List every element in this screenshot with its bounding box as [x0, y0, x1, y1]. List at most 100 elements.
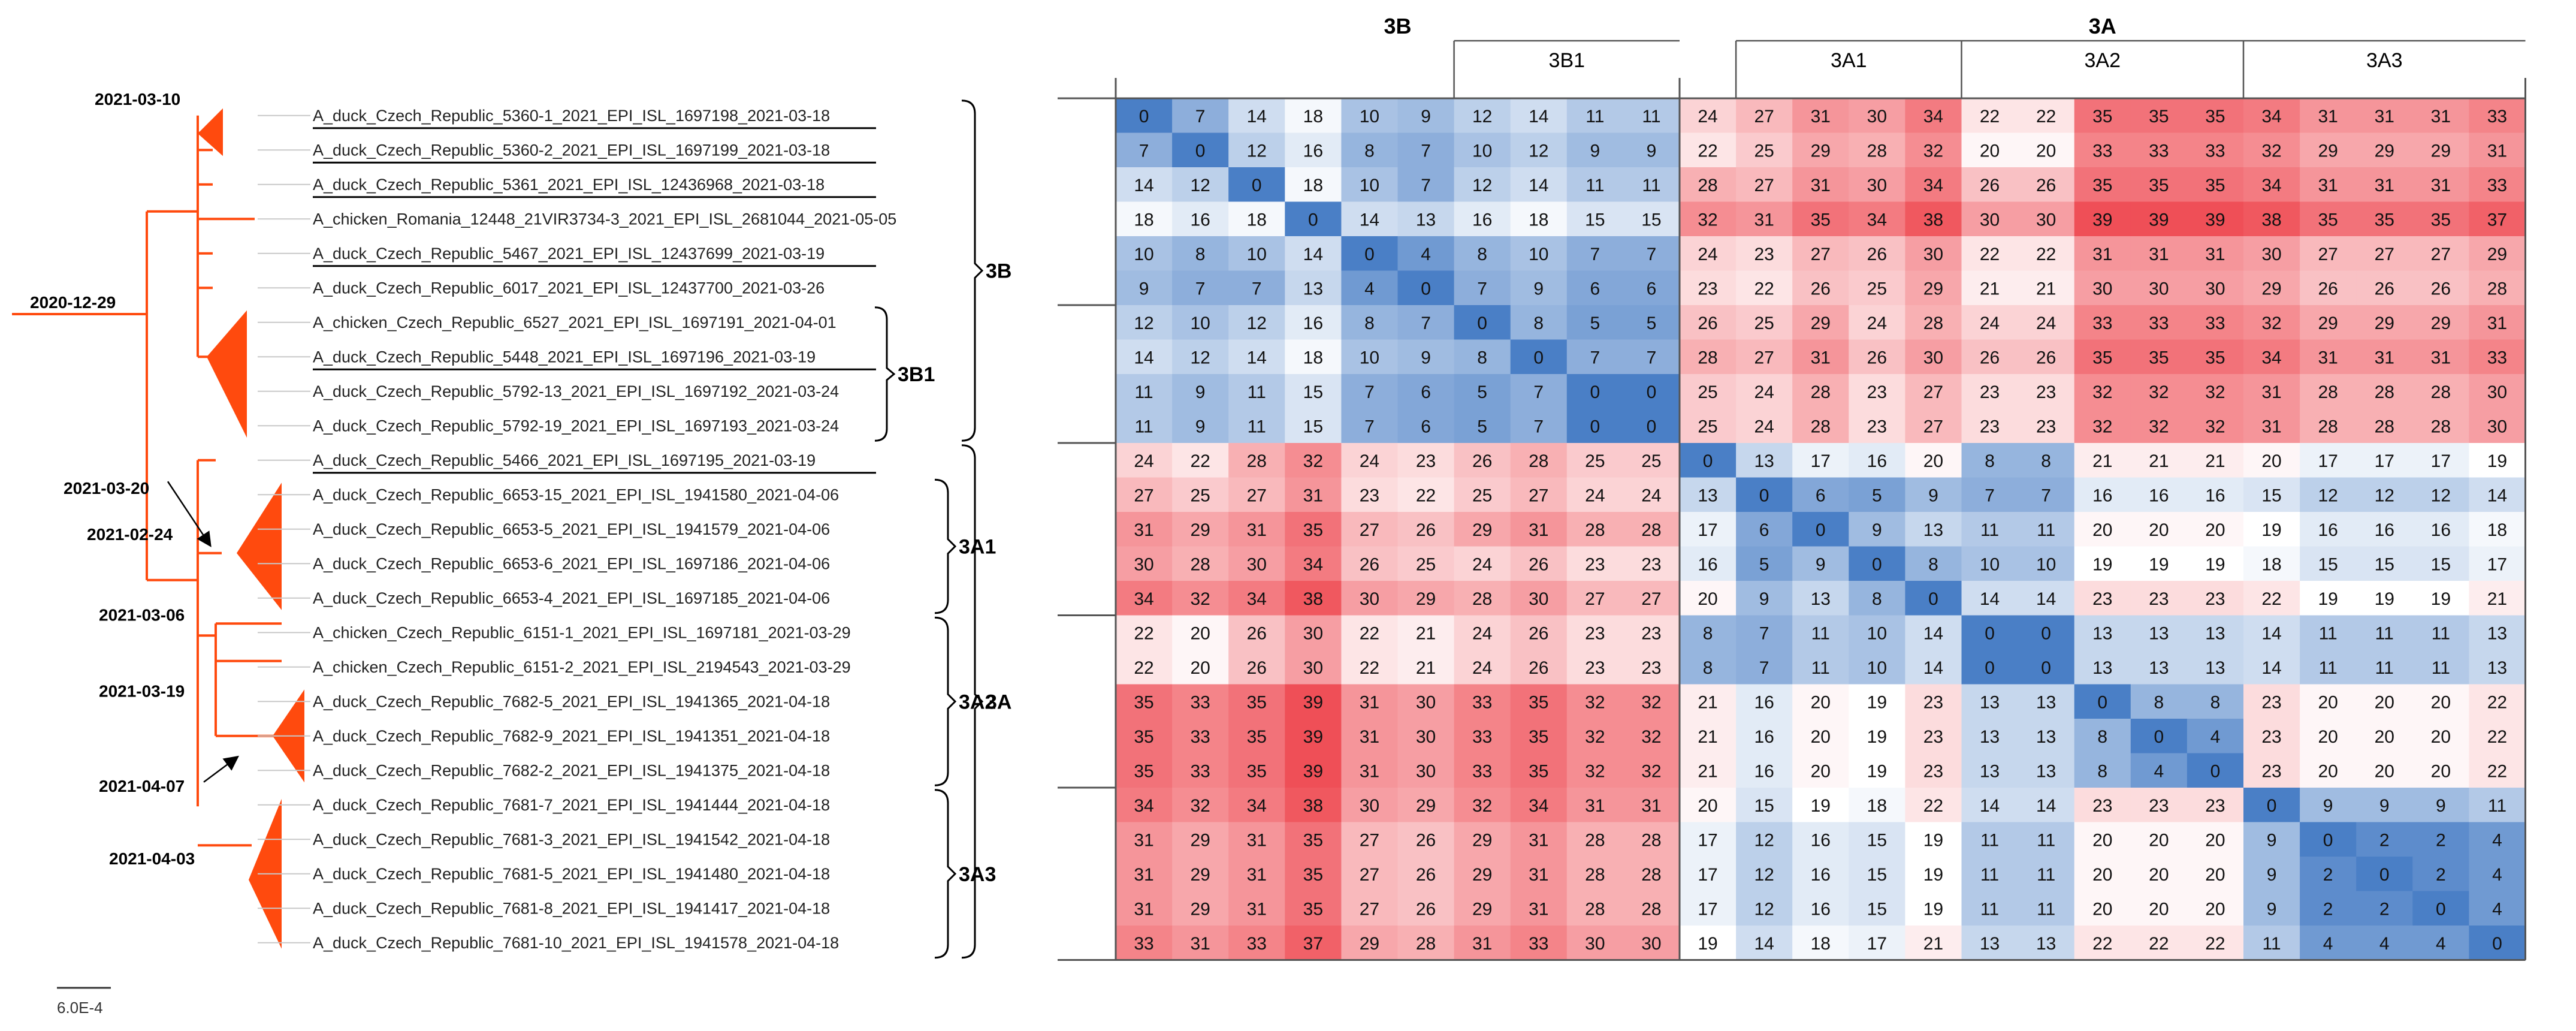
node-date-7682: 2021-04-07 [99, 777, 185, 795]
matrix-cell [1454, 788, 1511, 822]
matrix-cell-value: 21 [2092, 451, 2112, 471]
matrix-cell-value: 27 [1529, 486, 1548, 505]
matrix-cell [1454, 926, 1511, 960]
matrix-cell [2130, 132, 2188, 168]
matrix-cell [2018, 132, 2075, 168]
matrix-cell [2187, 98, 2244, 133]
matrix-cell-value: 19 [2318, 589, 2338, 609]
matrix-cell [1792, 98, 1849, 133]
matrix-cell [2356, 650, 2413, 685]
leaf-label: A_duck_Czech_Republic_5792-13_2021_EPI_I… [313, 382, 839, 400]
matrix-cell-value: 17 [2375, 451, 2394, 471]
matrix-cell-value: 12 [1190, 176, 1210, 195]
matrix-cell-value: 13 [1754, 451, 1774, 471]
matrix-cell [1566, 132, 1624, 168]
matrix-cell [1510, 753, 1568, 788]
leaf-label: A_chicken_Czech_Republic_6151-1_2021_EPI… [313, 623, 851, 641]
matrix-cell [1510, 546, 1568, 581]
matrix-cell-value: 31 [1529, 865, 1548, 885]
matrix-cell [1285, 132, 1342, 168]
matrix-cell [2187, 512, 2244, 547]
matrix-cell-value: 0 [1421, 279, 1431, 299]
matrix-cell [1454, 857, 1511, 891]
matrix-cell-value: 27 [2375, 245, 2394, 264]
matrix-cell-value: 24 [1754, 417, 1774, 436]
matrix-cell [2187, 753, 2244, 788]
matrix-cell-value: 16 [1190, 210, 1210, 230]
matrix-cell [2018, 236, 2075, 271]
matrix-cell [1792, 408, 1849, 444]
matrix-cell [2243, 512, 2300, 547]
matrix-cell [1566, 512, 1624, 547]
matrix-cell [1566, 684, 1624, 719]
matrix-cell [2412, 236, 2469, 271]
matrix-cell-value: 20 [1811, 692, 1831, 712]
matrix-cell [1172, 788, 1229, 822]
matrix-cell-value: 24 [1585, 486, 1605, 505]
matrix-cell-value: 31 [1247, 899, 1267, 919]
clade-3b-label: 3B [986, 260, 1011, 283]
matrix-cell-value: 26 [1529, 623, 1548, 643]
matrix-cell-value: 32 [1641, 761, 1661, 781]
matrix-cell [1116, 236, 1173, 271]
matrix-cell-value: 31 [2375, 348, 2394, 367]
matrix-cell [1623, 443, 1680, 478]
matrix-cell-value: 4 [2379, 934, 2390, 954]
matrix-cell [1905, 615, 1962, 650]
matrix-cell [2300, 408, 2357, 444]
matrix-cell [1566, 374, 1624, 409]
matrix-cell [1397, 98, 1455, 133]
matrix-cell-value: 29 [1472, 830, 1492, 850]
matrix-cell [1961, 546, 2019, 581]
matrix-cell-value: 38 [1303, 796, 1323, 816]
matrix-cell-value: 11 [1248, 382, 1266, 402]
matrix-cell [2130, 270, 2188, 306]
matrix-cell [1680, 650, 1737, 685]
matrix-cell [1228, 788, 1285, 822]
matrix-cell-value: 10 [1867, 658, 1887, 678]
matrix-cell-value: 17 [1867, 934, 1887, 954]
matrix-cell-value: 31 [2487, 141, 2507, 161]
matrix-cell-value: 0 [1195, 141, 1206, 161]
matrix-cell-value: 26 [1472, 451, 1492, 471]
matrix-cell [1905, 443, 1962, 478]
matrix-cell [1285, 719, 1342, 753]
matrix-cell [2187, 374, 2244, 409]
matrix-cell [1905, 512, 1962, 547]
matrix-cell [2130, 339, 2188, 375]
matrix-cell-value: 11 [2037, 520, 2055, 540]
matrix-cell [1510, 305, 1568, 340]
matrix-cell-value: 10 [2036, 554, 2056, 574]
matrix-cell-value: 12 [1472, 107, 1492, 126]
matrix-cell-value: 21 [2487, 589, 2507, 609]
matrix-cell-value: 7 [1647, 245, 1657, 264]
matrix-cell-value: 29 [1811, 141, 1831, 161]
matrix-cell-value: 13 [1980, 692, 2000, 712]
matrix-cell [1961, 684, 2019, 719]
matrix-cell [1116, 546, 1173, 581]
leaf-label: A_duck_Czech_Republic_7681-3_2021_EPI_IS… [313, 830, 830, 848]
matrix-cell [1510, 857, 1568, 891]
matrix-cell-value: 30 [1923, 245, 1943, 264]
matrix-cell [1736, 788, 1793, 822]
matrix-cell-value: 14 [1134, 176, 1153, 195]
matrix-cell-value: 11 [2432, 623, 2450, 643]
matrix-cell-value: 27 [1360, 520, 1379, 540]
clade-brackets: 3B1 3B 3A1 3A2 3A3 3A [874, 100, 1011, 959]
matrix-cell-value: 26 [1980, 348, 2000, 367]
matrix-cell [1397, 926, 1455, 960]
matrix-cell-value: 28 [1190, 554, 1210, 574]
matrix-cell-value: 26 [1529, 658, 1548, 678]
matrix-cell [2243, 98, 2300, 133]
matrix-cell-value: 15 [1303, 417, 1323, 436]
matrix-cell-value: 29 [2318, 141, 2338, 161]
matrix-cell-value: 20 [2205, 830, 2225, 850]
matrix-cell-value: 23 [1923, 727, 1943, 747]
matrix-cell-value: 30 [2205, 279, 2225, 299]
matrix-cell [2469, 546, 2526, 581]
matrix-cell [1341, 581, 1398, 616]
matrix-cell [1228, 270, 1285, 306]
matrix-cell-value: 29 [2487, 245, 2507, 264]
matrix-cell [2187, 201, 2244, 237]
matrix-cell [1905, 374, 1962, 409]
